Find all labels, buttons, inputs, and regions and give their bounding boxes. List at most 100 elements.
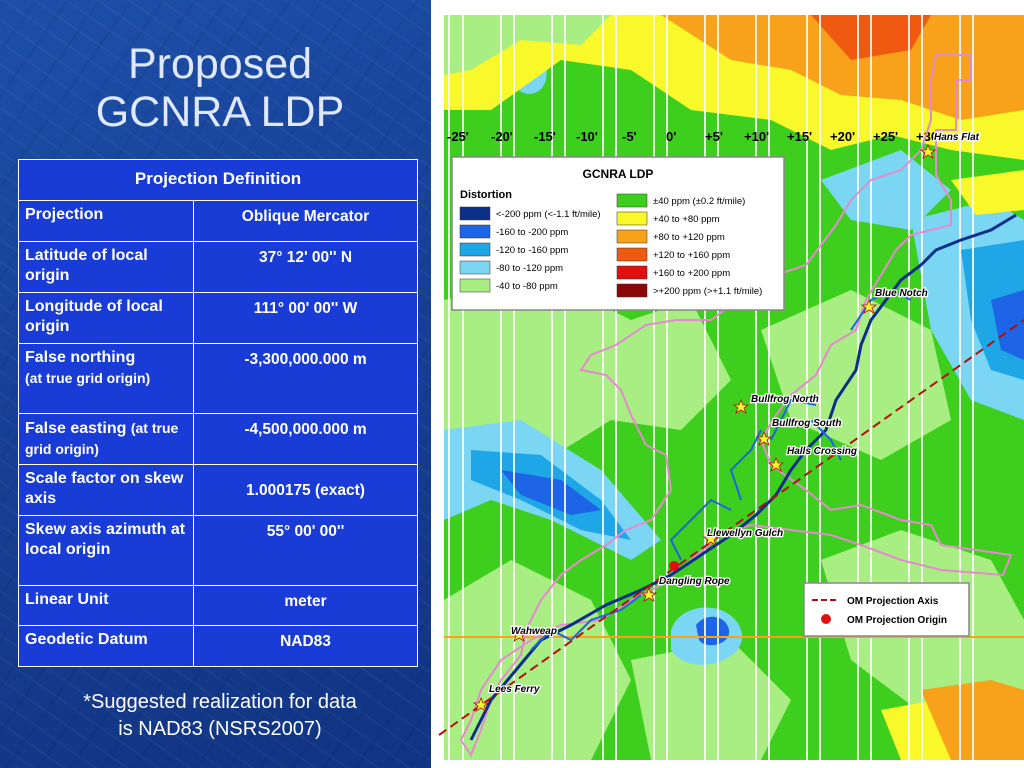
- row-key: Projection: [18, 200, 194, 242]
- row-key-text: Longitude of local origin: [25, 298, 163, 335]
- place-label: Dangling Rope: [659, 576, 730, 587]
- zone-light-green: [444, 560, 631, 760]
- legend-label: -120 to -160 ppm: [496, 245, 568, 256]
- river-tributaries: [530, 288, 912, 651]
- row-value: NAD83: [193, 625, 418, 667]
- star-icon: [732, 398, 750, 414]
- legend-label: ±40 ppm (±0.2 ft/mile): [653, 196, 745, 207]
- zone-light-green: [761, 290, 951, 460]
- star-icon: [767, 456, 785, 472]
- star-icon: [919, 143, 937, 159]
- row-key-text: Geodetic Datum: [25, 631, 148, 648]
- row-key-subtext: (at true grid origin): [25, 370, 151, 386]
- grid-label: -5': [622, 129, 637, 144]
- distortion-legend: GCNRA LDP Distortion <-200 ppm (<-1.1 ft…: [451, 156, 785, 311]
- legend-label: -160 to -200 ppm: [496, 227, 568, 238]
- legend-swatch: [616, 283, 648, 298]
- table-row: Projection Oblique Mercator: [18, 200, 418, 242]
- legend-left-column: <-200 ppm (<-1.1 ft/mile) -160 to -200 p…: [459, 206, 601, 293]
- legend-swatch: [459, 278, 491, 293]
- table-row: Skew axis azimuth at local origin 55° 00…: [18, 515, 418, 586]
- slide-title-line-2: GCNRA LDP: [95, 88, 345, 136]
- distortion-map-svg: -25' -20' -15' -10' -5' 0' +5' +10' +15'…: [431, 0, 1024, 768]
- star-icon: [472, 696, 490, 712]
- legend-label: +40 to +80 ppm: [653, 214, 720, 225]
- distortion-map: -25' -20' -15' -10' -5' 0' +5' +10' +15'…: [431, 0, 1024, 768]
- table-header: Projection Definition: [18, 159, 418, 201]
- grid-labels: -25' -20' -15' -10' -5' 0' +5' +10' +15'…: [447, 129, 941, 144]
- place-label: Llewellyn Gulch: [707, 528, 783, 539]
- table-row: Geodetic Datum NAD83: [18, 625, 418, 667]
- row-key-text: Skew axis azimuth at local origin: [25, 521, 186, 558]
- place-markers: [472, 143, 937, 712]
- table-header-row: Projection Definition: [18, 159, 418, 201]
- note-line-1: *Suggested realization for data: [83, 691, 357, 713]
- projection-definition-table: Projection Definition Projection Oblique…: [18, 159, 418, 667]
- grid-label: -15': [534, 129, 556, 144]
- legend-swatch: [459, 206, 491, 221]
- row-key: Skew axis azimuth at local origin: [18, 515, 194, 586]
- table-row: Scale factor on skew axis 1.000175 (exac…: [18, 464, 418, 516]
- row-key-text: False easting: [25, 420, 127, 437]
- row-key-subtext: (at true grid origin): [25, 420, 179, 457]
- star-icon: [860, 298, 878, 314]
- zone-yellow: [951, 170, 1024, 215]
- row-key: False easting (at true grid origin): [18, 413, 194, 465]
- legend-label: <-200 ppm (<-1.1 ft/mile): [496, 209, 601, 220]
- row-key: Scale factor on skew axis: [18, 464, 194, 516]
- star-icon: [702, 530, 720, 546]
- legend-label: -40 to -80 ppm: [496, 281, 558, 292]
- place-label: Bullfrog South: [772, 418, 841, 429]
- grid-label: +20': [830, 129, 855, 144]
- legend-swatch: [616, 229, 648, 244]
- zone-light-green: [631, 640, 791, 760]
- legend-swatch: [616, 247, 648, 262]
- om-projection-axis: [438, 319, 1024, 736]
- legend-swatch: [459, 242, 491, 257]
- om-projection-origin: [669, 561, 679, 571]
- table-row: Latitude of local origin 37° 12' 00'' N: [18, 241, 418, 293]
- legend-subtitle: Distortion: [460, 189, 512, 201]
- table-row: False easting (at true grid origin) -4,5…: [18, 413, 418, 465]
- origin-legend-dot: [821, 614, 831, 624]
- slide-title: Proposed GCNRA LDP: [0, 40, 440, 136]
- legend-swatch: [616, 265, 648, 280]
- legend-title: GCNRA LDP: [583, 167, 654, 181]
- row-value: 37° 12' 00'' N: [193, 241, 418, 293]
- grid-label: +15': [787, 129, 812, 144]
- grid-label: +10': [744, 129, 769, 144]
- place-label: Bullfrog North: [751, 394, 819, 405]
- grid-label: +25': [873, 129, 898, 144]
- legend-swatch: [616, 211, 648, 226]
- map-area: [444, 15, 1024, 760]
- park-boundary: [459, 54, 1013, 758]
- row-key: Geodetic Datum: [18, 625, 194, 667]
- legend-label: >+200 ppm (>+1.1 ft/mile): [653, 286, 762, 297]
- row-value: -4,500,000.000 m: [193, 413, 418, 465]
- row-value: Oblique Mercator: [193, 200, 418, 242]
- table-row: Linear Unit meter: [18, 585, 418, 626]
- grid-label: -20': [491, 129, 513, 144]
- star-icon: [755, 430, 773, 446]
- row-key-text: False northing: [25, 349, 136, 366]
- legend-label: +120 to +160 ppm: [653, 250, 730, 261]
- zone-cyan: [821, 150, 951, 230]
- axis-legend-box: [803, 582, 970, 637]
- legend-label: -80 to -120 ppm: [496, 263, 563, 274]
- table-row: False northing (at true grid origin) -3,3…: [18, 343, 418, 414]
- legend-swatch: [459, 224, 491, 239]
- table-row: Longitude of local origin 111° 00' 00'' …: [18, 292, 418, 344]
- place-label: Halls Crossing: [787, 446, 857, 457]
- grid-label: -25': [447, 129, 469, 144]
- grid-label: +30': [916, 129, 941, 144]
- slide-title-line-1: Proposed: [127, 40, 313, 88]
- legend-swatch: [459, 260, 491, 275]
- row-value: -3,300,000.000 m: [193, 343, 418, 414]
- legend-right-column: ±40 ppm (±0.2 ft/mile) +40 to +80 ppm +8…: [616, 193, 762, 298]
- grid-label: -10': [576, 129, 598, 144]
- zone-orange: [661, 15, 1024, 120]
- row-key: Longitude of local origin: [18, 292, 194, 344]
- row-key-text: Linear Unit: [25, 591, 109, 608]
- legend-label: +80 to +120 ppm: [653, 232, 725, 243]
- row-key: Latitude of local origin: [18, 241, 194, 293]
